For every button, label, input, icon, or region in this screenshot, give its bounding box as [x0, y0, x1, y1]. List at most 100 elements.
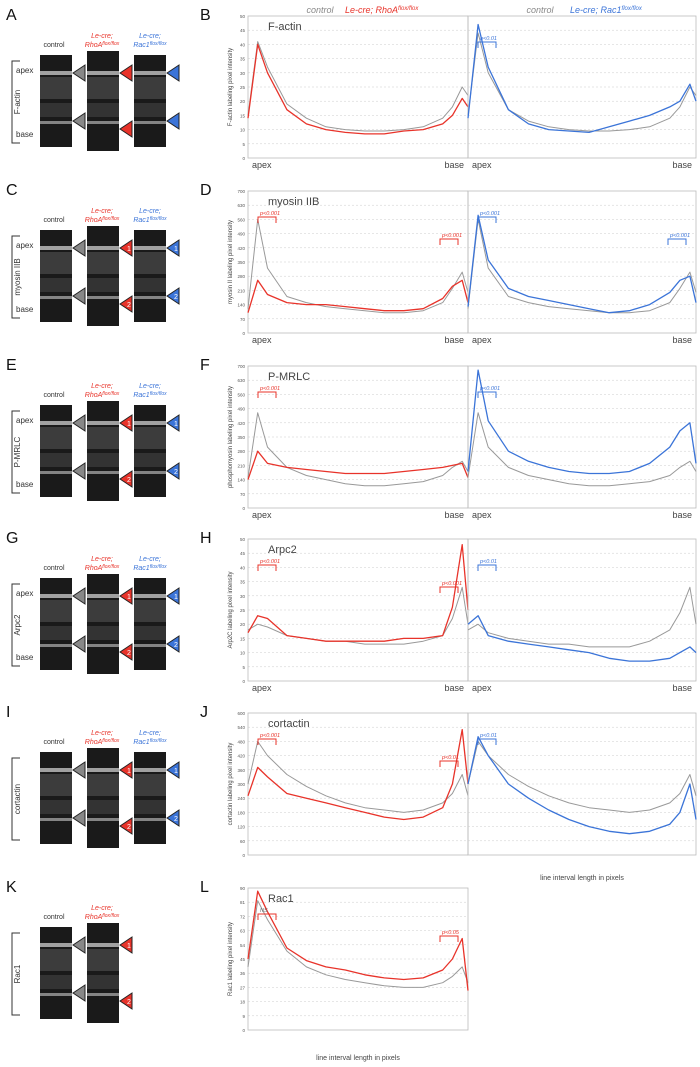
y-tick-label: 350	[237, 435, 245, 440]
arrowhead-rhoa-apex-shape	[119, 64, 133, 82]
arrowhead-rac1-apex-label: 1	[174, 246, 178, 253]
series-line-mutant	[247, 728, 469, 821]
series-line-control	[247, 412, 469, 487]
micrograph-base-band	[134, 818, 166, 821]
micrograph-texture-2	[40, 626, 72, 640]
chart-apex-label: apex	[472, 160, 492, 170]
micrograph-bg	[40, 927, 72, 1019]
micrograph-g-1	[40, 578, 72, 670]
micrograph-texture	[87, 77, 119, 99]
micrograph-bg	[134, 752, 166, 844]
y-tick-label: 490	[237, 232, 245, 237]
micro-header-rhoa-2: RhoAflox/flox	[85, 913, 120, 921]
arrowhead-rhoa-apex-shape	[119, 239, 133, 257]
micrograph-apex-band	[40, 943, 72, 947]
y-tick-label: 490	[237, 407, 245, 412]
micrograph-texture	[40, 77, 72, 99]
micrograph-texture-2	[87, 800, 119, 814]
series-line-control	[247, 586, 469, 645]
panel-letter-I: I	[6, 704, 10, 721]
series-line-mutant	[467, 214, 697, 314]
significance-bracket	[257, 216, 277, 223]
chart-apex-label: apex	[252, 160, 272, 170]
axis-bracket	[11, 235, 20, 319]
micrograph-bg	[40, 55, 72, 147]
micrograph-apex-band	[87, 943, 119, 947]
micro-header-rac1-2: Rac1flox/flox	[133, 564, 167, 572]
significance-bracket	[439, 238, 459, 245]
arrowhead-rac1-base-label: 2	[174, 816, 178, 823]
chart-base-label: base	[672, 510, 692, 520]
y-tick-label: 40	[240, 565, 246, 570]
y-tick-label: 280	[237, 449, 245, 454]
series-line-control	[467, 586, 697, 648]
micrograph-texture-2	[40, 278, 72, 292]
micrograph-bg	[134, 405, 166, 497]
axis-bracket	[11, 757, 20, 841]
micrograph-base-band	[87, 818, 119, 821]
y-tick-label: 210	[237, 463, 245, 468]
significance-label: p<0.001	[259, 211, 280, 217]
arrowhead-rhoa-base-label: 2	[127, 650, 131, 657]
micrograph-texture-2	[87, 103, 119, 117]
arrowhead-rac1-base-label: 2	[174, 642, 178, 649]
y-tick-label: 280	[237, 274, 245, 279]
micro-header-rhoa-sup: flox/flox	[102, 738, 119, 744]
micrograph-base-band	[40, 296, 72, 299]
arrowhead-rhoa-base-shape	[119, 643, 133, 661]
micrograph-texture-2	[87, 626, 119, 640]
significance-label: NS	[260, 908, 268, 914]
y-tick-label: 40	[240, 42, 246, 47]
micrograph-base-band	[134, 644, 166, 647]
panel-letter-D: D	[200, 182, 212, 199]
series-line-mutant	[467, 23, 697, 134]
micrograph-apex-band	[87, 594, 119, 598]
micro-header-rac1-sup: flox/flox	[150, 738, 167, 744]
micrograph-texture-2	[87, 278, 119, 292]
y-tick-label: 45	[240, 957, 246, 962]
arrowhead-rac1-apex-shape	[166, 761, 180, 779]
significance-label: p<0.001	[259, 733, 280, 739]
significance-label: p<0.01	[441, 755, 459, 761]
significance-label: p<0.01	[479, 559, 497, 565]
micrograph-i-3	[134, 752, 166, 844]
arrowhead-rhoa-apex-shape	[119, 936, 133, 954]
micro-stain-label: F-actin	[13, 90, 22, 114]
micro-header-rac1-2: Rac1flox/flox	[133, 41, 167, 49]
y-tick-label: 36	[240, 971, 246, 976]
micrograph-bg	[134, 55, 166, 147]
micrograph-base-band	[134, 121, 166, 124]
micro-stain-label: Arpc2	[13, 614, 22, 635]
y-tick-label: 0	[242, 331, 245, 336]
micrograph-base-band	[87, 121, 119, 124]
significance-bracket	[257, 564, 277, 571]
micrograph-bg	[40, 230, 72, 322]
panel-letter-L: L	[200, 879, 209, 896]
y-axis-label: Rac1 labeling pixel intensity	[228, 922, 234, 996]
micrograph-apex-band	[40, 594, 72, 598]
micrograph-texture	[134, 774, 166, 796]
chart-apex-label: apex	[472, 335, 492, 345]
arrowhead-rhoa-apex: 1	[119, 587, 133, 605]
arrowhead-control-base	[72, 809, 86, 827]
y-tick-label: 25	[240, 85, 246, 90]
y-axis-label: cortactin labeling pixel intensity	[228, 743, 234, 826]
panel-letter-E: E	[6, 357, 17, 374]
micro-stain-label: cortactin	[13, 784, 22, 814]
micrograph-texture-2	[40, 975, 72, 989]
micro-base-label: base	[16, 480, 34, 489]
arrowhead-rhoa-apex: 1	[119, 414, 133, 432]
y-tick-label: 10	[240, 128, 246, 133]
micrograph-texture	[134, 427, 166, 449]
micrograph-base-band	[87, 296, 119, 299]
arrowhead-rhoa-apex-label: 1	[127, 421, 131, 428]
micrograph-e-1	[40, 405, 72, 497]
chart-h-right: p<0.01	[467, 538, 697, 682]
y-tick-label: 70	[240, 492, 246, 497]
significance-bracket	[667, 238, 687, 245]
arrowhead-rhoa-base	[119, 120, 133, 138]
series-line-mutant	[467, 369, 697, 475]
micrograph-a-3	[134, 55, 166, 147]
micrograph-texture-2	[87, 975, 119, 989]
micro-header-rhoa-1: Le-cre;	[91, 556, 113, 563]
